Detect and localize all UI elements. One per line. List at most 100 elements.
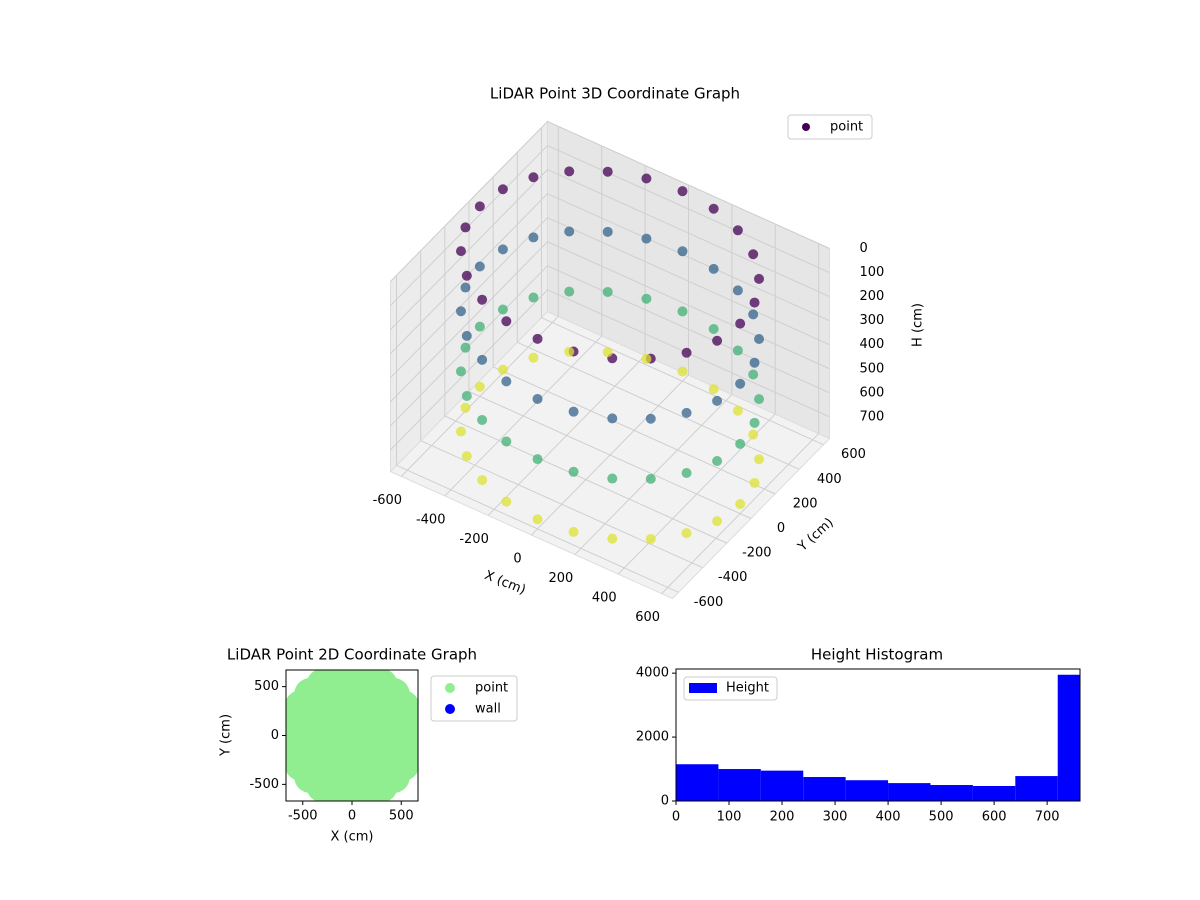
point <box>528 172 539 183</box>
grid-line <box>547 265 830 394</box>
x-tick-label: -600 <box>373 493 403 508</box>
grid-line <box>547 121 830 249</box>
grid-line <box>492 366 776 495</box>
point <box>460 402 471 413</box>
bar <box>676 764 719 801</box>
x-tick-label: 700 <box>1035 810 1060 825</box>
point <box>461 330 472 341</box>
plot-area <box>286 670 418 801</box>
point <box>735 318 746 329</box>
point <box>564 346 575 357</box>
legend-marker <box>802 123 810 131</box>
grid-line <box>468 391 752 519</box>
point <box>474 321 485 332</box>
point <box>732 345 743 356</box>
point <box>607 413 618 424</box>
point <box>501 376 512 387</box>
point <box>748 429 759 440</box>
z-tick-label: 500 <box>860 361 885 376</box>
point <box>497 364 508 375</box>
point <box>455 366 466 377</box>
point <box>477 294 488 305</box>
point <box>681 347 692 358</box>
legend-box <box>787 114 873 140</box>
grid-line <box>547 193 830 322</box>
point <box>677 366 688 377</box>
point <box>455 246 466 257</box>
grid-line <box>541 317 824 446</box>
grid-line <box>547 145 830 274</box>
point <box>532 514 543 525</box>
grid-line <box>390 241 548 403</box>
z-axis-label: H (cm) <box>911 303 926 347</box>
bar <box>845 780 889 801</box>
x-tick-label: -500 <box>288 809 318 824</box>
point <box>461 270 472 281</box>
y-tick-label: 500 <box>254 679 279 694</box>
legend-marker <box>445 683 455 693</box>
point <box>461 391 472 402</box>
z-tick-label: 600 <box>860 385 885 400</box>
y-tick-label: -200 <box>742 546 772 561</box>
point <box>749 417 760 428</box>
point <box>528 292 539 303</box>
x-tick-label: 0 <box>513 552 521 567</box>
point <box>602 166 613 177</box>
point <box>607 473 618 484</box>
point <box>754 273 765 284</box>
legend-box <box>430 675 518 722</box>
point <box>477 414 488 425</box>
legend-label: point <box>830 120 863 135</box>
legend-label: Height <box>726 681 769 696</box>
point <box>712 516 723 527</box>
point <box>455 306 466 317</box>
point <box>528 352 539 363</box>
point <box>645 533 656 544</box>
point <box>501 316 512 327</box>
z-tick-label: 100 <box>860 265 885 280</box>
point <box>677 306 688 317</box>
grid-line <box>547 169 830 298</box>
point <box>754 334 765 345</box>
chart-title: LiDAR Point 3D Coordinate Graph <box>490 85 740 103</box>
point <box>602 286 613 297</box>
bar <box>718 769 761 801</box>
bar <box>803 777 846 801</box>
point <box>732 225 743 236</box>
point <box>735 438 746 449</box>
grid-line <box>547 241 830 370</box>
point <box>455 426 466 437</box>
x-tick-label: 200 <box>548 571 573 586</box>
point <box>532 454 543 465</box>
y-tick-label: 600 <box>841 447 866 462</box>
point <box>460 342 471 353</box>
grid-line <box>420 440 703 569</box>
point <box>754 454 765 465</box>
point <box>732 285 743 296</box>
point <box>461 451 472 462</box>
x-tick-label: 600 <box>982 810 1007 825</box>
x-tick-label: 200 <box>770 810 795 825</box>
point <box>602 347 613 358</box>
x-tick-label: 500 <box>929 810 954 825</box>
point <box>501 436 512 447</box>
point <box>681 528 692 539</box>
point <box>708 324 719 335</box>
point <box>732 405 743 416</box>
point <box>748 369 759 380</box>
x-tick-label: 400 <box>876 810 901 825</box>
y-tick-label: -500 <box>249 777 279 792</box>
y-tick-label: 2000 <box>636 730 669 745</box>
z-tick-label: 300 <box>860 313 885 328</box>
point <box>497 244 508 255</box>
point <box>568 526 579 537</box>
point <box>528 232 539 243</box>
x-tick-label: 300 <box>823 810 848 825</box>
bar <box>972 785 1016 801</box>
grid-line <box>444 415 728 544</box>
z-tick-label: 0 <box>860 241 868 256</box>
y-tick-label: 0 <box>777 521 785 536</box>
point <box>645 413 656 424</box>
point <box>641 293 652 304</box>
y-tick-label: 0 <box>661 794 669 809</box>
